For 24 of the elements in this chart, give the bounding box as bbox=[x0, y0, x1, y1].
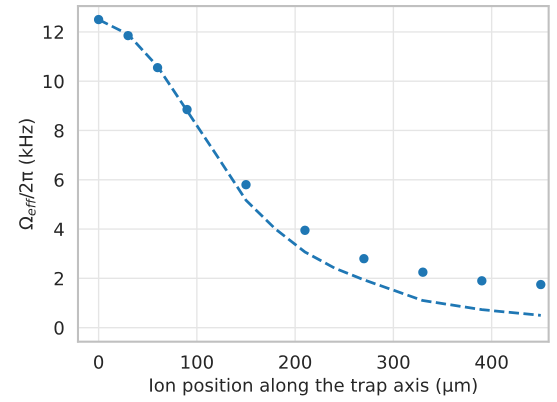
y-axis-title: Ω$_{eff}$/2π (kHz) bbox=[18, 119, 36, 230]
y-tick-label: 8 bbox=[54, 124, 64, 138]
x-tick-label: 400 bbox=[475, 355, 508, 369]
point bbox=[359, 254, 369, 264]
point bbox=[152, 62, 162, 72]
point bbox=[477, 276, 486, 286]
point bbox=[123, 30, 133, 40]
y-tick-label: 4 bbox=[54, 222, 64, 236]
point bbox=[182, 104, 192, 114]
y-tick-label: 2 bbox=[54, 272, 63, 286]
y-tick-label: 0 bbox=[54, 321, 64, 335]
point bbox=[536, 280, 546, 290]
x-tick-label: 100 bbox=[182, 355, 213, 369]
x-tick-label: 300 bbox=[378, 355, 410, 369]
point bbox=[241, 180, 251, 190]
y-tick-label: 6 bbox=[54, 173, 64, 187]
y-tick-label: 12 bbox=[44, 25, 63, 39]
x-tick-label: 200 bbox=[279, 355, 312, 369]
x-axis-title: Ion position along the trap axis (μm) bbox=[150, 378, 477, 396]
x-tick-label: 0 bbox=[94, 355, 104, 369]
point bbox=[94, 14, 104, 24]
y-tick-label: 10 bbox=[44, 74, 64, 88]
point bbox=[418, 268, 428, 277]
point bbox=[300, 226, 310, 235]
